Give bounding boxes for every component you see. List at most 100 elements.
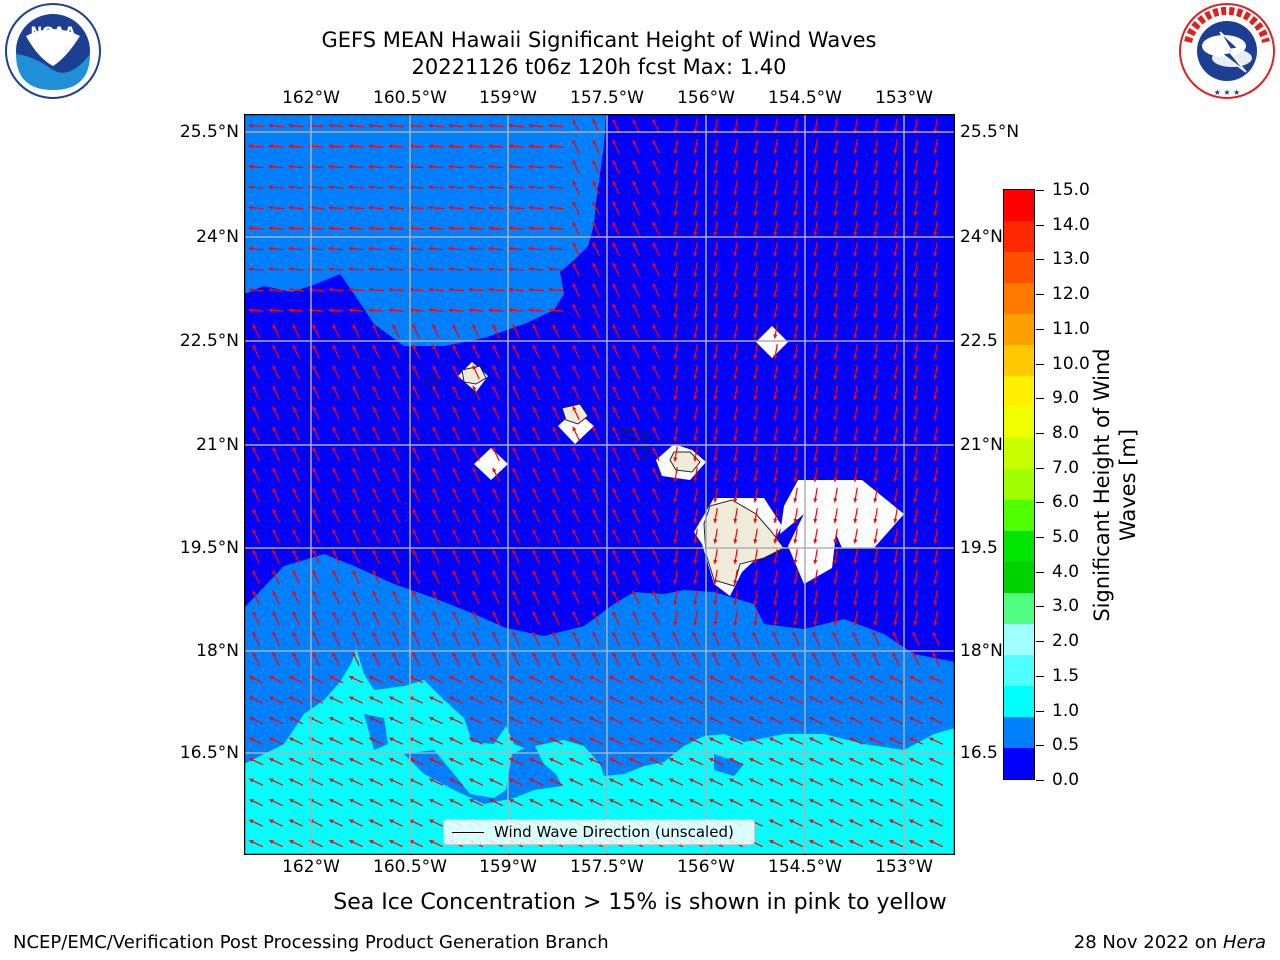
wind-wave-arrow <box>508 308 524 313</box>
wind-wave-arrow <box>713 569 718 585</box>
wind-wave-arrow <box>572 549 580 564</box>
wind-wave-arrow <box>612 549 620 564</box>
wind-wave-arrow <box>652 549 660 564</box>
wind-wave-arrow <box>548 205 564 210</box>
wind-wave-arrow <box>472 385 480 400</box>
wind-wave-arrow <box>332 405 340 421</box>
wind-wave-arrow <box>693 364 698 380</box>
wind-wave-arrow <box>492 590 500 605</box>
wind-wave-arrow <box>272 323 280 339</box>
wind-wave-arrow <box>508 164 524 169</box>
wind-wave-arrow <box>448 757 464 766</box>
wind-wave-arrow <box>692 651 700 667</box>
wind-wave-arrow <box>893 221 898 236</box>
wind-wave-arrow <box>288 185 304 190</box>
wind-wave-arrow <box>652 159 660 175</box>
colorbar-segment <box>1004 221 1034 252</box>
wind-wave-arrow <box>733 282 738 298</box>
wind-wave-arrow <box>252 549 260 564</box>
wind-wave-arrow <box>608 716 624 725</box>
wind-wave-arrow <box>528 696 544 704</box>
wind-wave-arrow <box>592 385 600 400</box>
wind-wave-arrow <box>368 226 384 231</box>
wind-wave-arrow <box>388 778 404 786</box>
wind-wave-arrow <box>733 467 738 482</box>
wind-wave-arrow <box>733 139 738 154</box>
wind-wave-arrow <box>448 123 464 128</box>
wind-wave-arrow <box>913 139 918 154</box>
wind-wave-arrow <box>532 364 540 380</box>
colorbar-tick-mark <box>1036 641 1044 643</box>
wind-wave-arrow <box>893 241 898 257</box>
wind-wave-arrow <box>892 651 900 667</box>
wind-wave-arrow <box>893 549 898 564</box>
wind-wave-arrow <box>572 426 580 441</box>
wind-wave-arrow <box>472 405 480 421</box>
wind-wave-arrow <box>292 385 300 400</box>
wind-wave-arrow <box>532 405 540 421</box>
wind-wave-arrow <box>532 610 540 626</box>
wind-wave-arrow <box>753 446 758 462</box>
wind-wave-arrow <box>412 446 420 462</box>
wind-wave-arrow <box>428 123 444 128</box>
wind-wave-arrow <box>713 180 718 195</box>
wind-wave-arrow <box>713 528 718 544</box>
lat-tick-label: 25.5°N <box>960 122 1020 142</box>
wind-wave-arrow <box>508 267 524 272</box>
wind-wave-arrow <box>468 778 484 786</box>
wind-wave-arrow <box>368 778 384 786</box>
wind-wave-arrow <box>693 282 698 298</box>
wind-wave-arrow <box>733 323 738 339</box>
wind-wave-arrow <box>572 610 580 626</box>
wind-wave-arrow <box>833 487 838 503</box>
wind-wave-arrow <box>893 180 898 195</box>
colorbar-tick-label: 0.5 <box>1052 735 1080 756</box>
wind-wave-arrow <box>592 118 600 134</box>
wind-wave-arrow <box>793 590 798 605</box>
wind-wave-arrow <box>592 405 600 421</box>
wind-wave-arrow <box>352 631 360 646</box>
wind-wave-arrow <box>252 590 260 605</box>
wind-wave-arrow <box>348 144 364 149</box>
wind-wave-arrow <box>388 757 404 766</box>
wind-wave-arrow <box>392 590 400 605</box>
wind-wave-arrow <box>292 528 300 544</box>
wind-wave-arrow <box>368 798 384 807</box>
wind-wave-arrow <box>512 385 520 400</box>
wind-wave-arrow <box>928 696 944 704</box>
wind-wave-arrow <box>592 282 600 298</box>
wind-wave-arrow <box>512 344 520 359</box>
wind-wave-arrow <box>272 631 280 646</box>
wind-wave-arrow <box>773 590 778 605</box>
wind-wave-arrow <box>753 159 758 175</box>
wind-wave-arrow <box>492 631 500 646</box>
wind-wave-arrow <box>532 528 540 544</box>
wind-wave-arrow <box>268 716 284 725</box>
wind-wave-arrow <box>673 262 678 277</box>
wind-wave-arrow <box>508 737 524 745</box>
wind-wave-arrow <box>528 798 544 807</box>
wind-wave-arrow <box>673 590 678 605</box>
wind-wave-arrow <box>248 205 264 210</box>
wind-wave-arrow <box>632 549 640 564</box>
wind-wave-arrow <box>348 839 364 848</box>
wind-wave-arrow <box>372 549 380 564</box>
wind-wave-arrow <box>912 631 920 646</box>
wind-wave-arrow <box>372 569 380 585</box>
wind-wave-arrow <box>833 405 838 421</box>
wind-wave-arrow <box>428 267 444 272</box>
wind-wave-arrow <box>532 467 540 482</box>
wind-wave-arrow <box>852 651 860 667</box>
wind-wave-arrow <box>668 675 684 684</box>
wind-wave-arrow <box>793 426 798 441</box>
wind-wave-arrow <box>588 696 604 704</box>
wind-wave-arrow <box>893 385 898 400</box>
wind-wave-arrow <box>652 528 660 544</box>
wind-wave-arrow <box>328 819 344 827</box>
wind-wave-arrow <box>873 508 878 523</box>
wind-wave-arrow <box>888 757 904 766</box>
wind-wave-arrow <box>793 303 798 318</box>
wind-wave-arrow <box>488 267 504 272</box>
wind-wave-arrow <box>512 590 520 605</box>
wind-wave-arrow <box>512 631 520 646</box>
